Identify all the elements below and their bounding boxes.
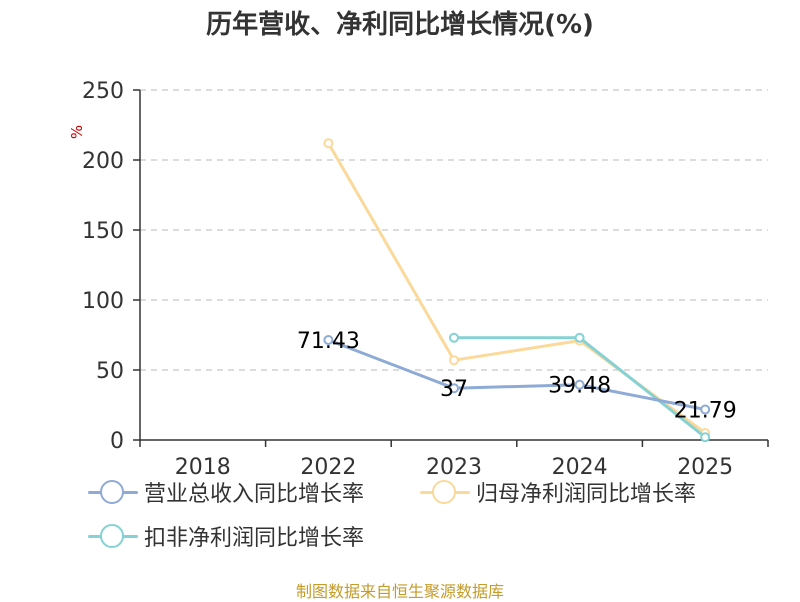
data-point-net_profit [449, 355, 459, 366]
x-tick-label: 2025 [677, 455, 733, 480]
legend-dot-net-profit [432, 480, 456, 504]
y-tick-label: 200 [82, 149, 124, 174]
x-tick-label: 2022 [300, 455, 356, 480]
data-label: 37 [440, 377, 468, 402]
data-point-deducted_profit [449, 332, 459, 343]
data-label: 71.43 [297, 329, 360, 354]
y-tick-label: 0 [110, 429, 124, 454]
y-axis-unit: % [68, 125, 86, 139]
legend-dot-revenue [100, 480, 124, 504]
data-point-revenue [449, 383, 459, 394]
legend-label-net-profit: 归母净利润同比增长率 [476, 482, 697, 507]
axes: 0 50 100 150 200 250% 2018 2022 2023 2024 2025 [68, 79, 769, 480]
x-tick-label: 2024 [552, 455, 608, 480]
series-lines [323, 138, 711, 443]
data-point-revenue [700, 404, 711, 415]
legend-label-deducted-profit: 扣非净利润同比增长率 [144, 526, 365, 551]
data-point-revenue [574, 379, 585, 390]
data-label: 21.79 [674, 398, 737, 423]
y-tick-label: 100 [82, 289, 124, 314]
series-line-revenue [327, 338, 706, 411]
data-point-deducted_profit [574, 332, 585, 343]
grid-lines [140, 89, 768, 371]
legend-item-net-profit[interactable]: 归母净利润同比增长率 [420, 476, 696, 508]
series-line-net_profit [327, 142, 707, 435]
legend-marker-net-profit [420, 479, 470, 505]
legend-marker-revenue [88, 479, 138, 505]
legend-item-revenue[interactable]: 营业总收入同比增长率 [88, 476, 364, 508]
x-tick-label: 2018 [175, 455, 231, 480]
legend-dot-deducted-profit [100, 524, 124, 548]
source-note: 制图数据来自恒生聚源数据库 [295, 582, 504, 601]
data-labels: 71.43 37 39.48 21.79 [297, 329, 737, 423]
legend-item-deducted-profit[interactable]: 扣非净利润同比增长率 [88, 520, 364, 552]
x-tick-label: 2023 [426, 455, 482, 480]
data-point-net_profit [323, 138, 334, 149]
y-tick-label: 50 [96, 359, 124, 384]
data-label: 39.48 [548, 374, 611, 399]
data-point-revenue [323, 334, 334, 345]
legend-label-revenue: 营业总收入同比增长率 [144, 482, 365, 507]
data-point-deducted_profit [700, 432, 711, 443]
legend-marker-deducted-profit [88, 523, 138, 549]
y-tick-label: 150 [82, 219, 124, 244]
chart-title: 历年营收、净利同比增长情况(%) [206, 10, 594, 40]
y-tick-label: 250 [82, 79, 124, 104]
